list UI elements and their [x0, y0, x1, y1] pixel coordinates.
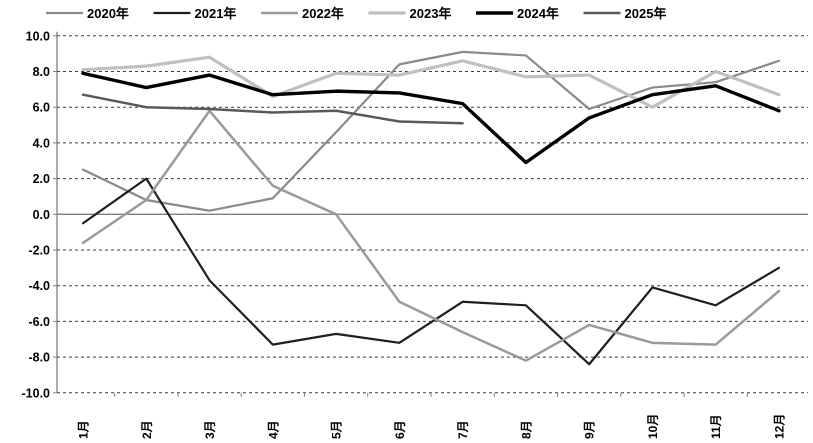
legend-item-2023: 2023年: [368, 6, 452, 21]
x-tick-label: 5月: [330, 420, 344, 439]
x-tick-label: 8月: [519, 420, 533, 439]
y-tick-label: -2.0: [28, 244, 50, 258]
legend-label: 2020年: [87, 6, 129, 21]
legend-item-2020: 2020年: [46, 6, 129, 21]
y-tick-label: -10.0: [22, 386, 51, 400]
y-tick-label: 8.0: [33, 65, 50, 79]
x-tick-label: 9月: [583, 420, 597, 439]
y-tick-label: 6.0: [33, 101, 50, 115]
series-line-2022: [81, 109, 781, 362]
x-tick-label: 12月: [772, 414, 786, 439]
legend-item-2025: 2025年: [583, 6, 667, 21]
series-line-2025: [81, 93, 464, 125]
x-tick-label: 3月: [203, 420, 217, 439]
legend-label: 2021年: [195, 6, 237, 21]
y-axis-labels: 10.0 8.0 6.0 4.0 2.0 0.0 -2.0 -4.0 -6.0 -8.0 -10.0: [22, 29, 51, 400]
legend-label: 2022年: [302, 6, 344, 21]
y-tick-label: 10.0: [26, 29, 50, 43]
y-tick-label: 4.0: [33, 136, 50, 150]
y-tick-label: -4.0: [28, 279, 50, 293]
y-tick-label: -6.0: [28, 315, 50, 329]
x-tick-label: 2月: [140, 420, 154, 439]
legend-item-2022: 2022年: [261, 6, 344, 21]
x-axis-labels: 1月 2月 3月 4月 5月 6月 7月 8月 9月 10月 11月 12月: [77, 414, 787, 439]
legend-item-2021: 2021年: [153, 6, 237, 21]
x-tick-label: 1月: [77, 420, 91, 439]
legend-label: 2024年: [517, 6, 559, 21]
x-tick-label: 7月: [456, 420, 470, 439]
x-tick-label: 4月: [266, 420, 280, 439]
series-line-2020: [81, 50, 781, 212]
x-tick-label: 11月: [709, 414, 723, 439]
series-line-2024: [81, 71, 781, 165]
x-tick-label: 10月: [646, 414, 660, 439]
chart-legend: 2020年 2021年 2022年 2023年 2024年 2025年: [46, 6, 666, 21]
series-lines: [81, 50, 781, 366]
y-tick-label: 0.0: [33, 208, 50, 222]
series-line-2021: [81, 177, 781, 366]
legend-item-2024: 2024年: [476, 6, 559, 21]
series-line-2023: [81, 55, 781, 109]
legend-label: 2025年: [625, 6, 667, 21]
x-axis-ticks: [114, 392, 748, 397]
legend-label: 2023年: [410, 6, 452, 21]
x-tick-label: 6月: [393, 420, 407, 439]
y-tick-label: 2.0: [33, 172, 50, 186]
gridlines: [53, 35, 808, 394]
y-tick-label: -8.0: [28, 351, 50, 365]
